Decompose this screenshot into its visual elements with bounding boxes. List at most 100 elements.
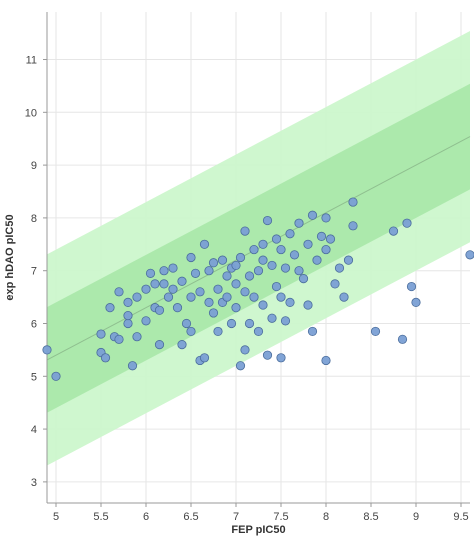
data-point [334,263,345,273]
data-point [159,279,169,289]
data-point [258,300,268,310]
data-point [244,271,255,281]
data-point [465,250,474,260]
x-tick-label: 5 [53,511,59,523]
data-point [186,252,196,263]
data-point [262,215,273,226]
data-point [114,287,124,297]
data-point [123,310,133,321]
data-point [51,371,61,381]
data-point [213,284,223,294]
data-point [267,313,277,323]
data-point [231,279,241,289]
data-point [186,326,196,337]
data-point [249,292,259,302]
data-point [294,218,304,228]
x-axis-title: FEP pIC50 [231,524,285,536]
data-point [132,292,142,302]
data-point [145,268,156,278]
data-point [262,350,273,360]
data-point [195,287,205,297]
data-point [123,297,133,307]
data-point [244,318,255,329]
data-point [321,355,331,366]
data-point [325,234,336,244]
data-point [177,340,187,350]
data-point [177,276,187,286]
data-point [348,221,358,231]
data-point [253,326,264,337]
data-point [285,229,295,239]
data-point [96,329,106,339]
data-point [132,332,142,342]
x-tick-label: 6.5 [183,511,198,523]
data-point [204,297,214,307]
data-point [312,255,322,265]
data-point [240,287,250,297]
data-point [307,210,318,220]
y-tick-label: 6 [31,318,37,330]
data-point [253,266,264,276]
y-tick-label: 10 [25,107,37,119]
data-point [199,353,210,363]
y-tick-label: 8 [31,213,37,225]
data-point [276,244,286,255]
data-point [348,197,358,207]
data-point [411,297,421,307]
data-point [303,239,313,249]
data-point [123,318,133,329]
data-point [280,316,291,326]
data-point [258,255,268,265]
data-point [186,292,196,302]
y-tick-label: 9 [31,160,37,172]
data-point [168,284,178,294]
data-point [271,234,282,244]
data-point [154,340,165,350]
data-point [100,353,111,363]
data-point [217,255,228,265]
data-point [204,266,214,276]
data-point [298,274,309,284]
identity-line [46,136,471,361]
data-point [226,318,237,329]
x-tick-label: 8 [323,511,329,523]
data-point [235,252,246,263]
data-point [276,292,286,302]
data-point [190,268,201,278]
data-point [172,303,183,313]
x-tick-label: 7.5 [273,511,288,523]
data-point [271,281,282,292]
data-point [127,361,138,371]
data-point [258,239,268,249]
identity-line-path [46,136,471,361]
data-point [240,345,250,355]
data-point [402,218,412,228]
data-point [249,244,259,255]
y-axis-title: exp hDAO pIC50 [4,214,16,300]
data-point [289,250,300,260]
data-point [321,244,331,255]
data-point [150,279,160,289]
data-point [222,292,232,302]
x-tick-label: 8.5 [363,511,378,523]
data-point [294,266,304,276]
data-points [42,197,474,381]
data-point [168,263,178,273]
y-tick-label: 7 [31,266,37,278]
data-point [141,316,151,326]
data-point [330,279,340,289]
data-point [388,226,399,236]
data-point [163,292,174,302]
x-tick-label: 9.5 [453,511,468,523]
data-point [154,305,165,315]
data-point [159,266,169,276]
data-point [231,260,241,271]
data-point [339,292,349,302]
data-point [208,258,219,268]
y-tick-label: 11 [26,55,37,67]
data-point [105,303,115,313]
data-point [397,334,408,344]
data-point [199,239,210,249]
